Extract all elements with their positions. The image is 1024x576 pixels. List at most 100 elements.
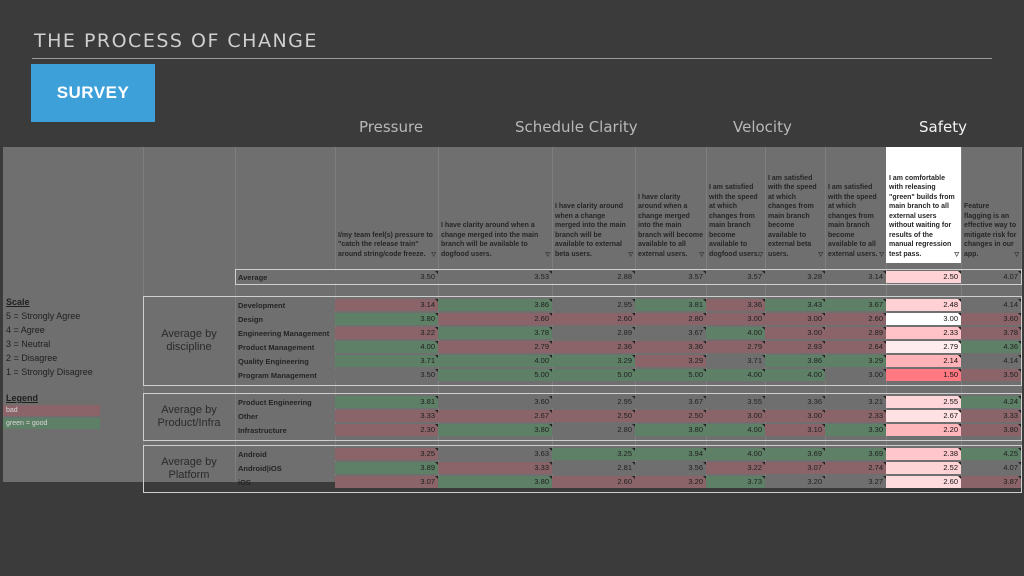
table-cell[interactable]: 3.67 bbox=[635, 396, 706, 408]
table-cell[interactable]: 3.28 bbox=[765, 271, 825, 283]
survey-button[interactable]: SURVEY bbox=[31, 64, 155, 122]
table-cell[interactable]: 4.00 bbox=[438, 355, 552, 367]
filter-icon[interactable]: ▽ bbox=[628, 251, 633, 258]
table-cell[interactable]: 4.00 bbox=[706, 448, 765, 460]
table-cell[interactable]: 1.50 bbox=[886, 369, 961, 381]
table-cell[interactable]: 3.80 bbox=[961, 424, 1021, 436]
table-cell[interactable]: 2.20 bbox=[886, 424, 961, 436]
table-cell[interactable]: 4.24 bbox=[961, 396, 1021, 408]
table-cell[interactable]: 2.88 bbox=[552, 271, 635, 283]
table-cell[interactable]: 2.79 bbox=[438, 341, 552, 353]
table-cell[interactable]: 3.29 bbox=[825, 355, 886, 367]
table-cell[interactable]: 3.22 bbox=[335, 327, 438, 339]
table-cell[interactable]: 3.00 bbox=[706, 410, 765, 422]
table-cell[interactable]: 3.29 bbox=[635, 355, 706, 367]
table-cell[interactable]: 3.50 bbox=[335, 369, 438, 381]
table-cell[interactable]: 3.73 bbox=[706, 476, 765, 488]
table-cell[interactable]: 3.57 bbox=[706, 271, 765, 283]
table-cell[interactable]: 3.14 bbox=[335, 299, 438, 311]
table-cell[interactable]: 3.69 bbox=[765, 448, 825, 460]
table-cell[interactable]: 3.21 bbox=[825, 396, 886, 408]
table-cell[interactable]: 2.89 bbox=[825, 327, 886, 339]
table-cell[interactable]: 3.36 bbox=[765, 396, 825, 408]
table-cell[interactable]: 3.67 bbox=[825, 299, 886, 311]
table-cell[interactable]: 2.36 bbox=[552, 341, 635, 353]
table-cell[interactable]: 2.50 bbox=[552, 410, 635, 422]
table-cell[interactable]: 2.95 bbox=[552, 299, 635, 311]
table-cell[interactable]: 3.55 bbox=[706, 396, 765, 408]
table-cell[interactable]: 2.30 bbox=[335, 424, 438, 436]
table-cell[interactable]: 3.69 bbox=[825, 448, 886, 460]
table-cell[interactable]: 3.10 bbox=[765, 424, 825, 436]
table-cell[interactable]: 3.07 bbox=[765, 462, 825, 474]
filter-icon[interactable]: ▽ bbox=[758, 251, 763, 258]
table-cell[interactable]: 3.36 bbox=[635, 341, 706, 353]
table-cell[interactable]: 3.56 bbox=[635, 462, 706, 474]
table-cell[interactable]: 3.33 bbox=[961, 410, 1021, 422]
table-cell[interactable]: 2.74 bbox=[825, 462, 886, 474]
table-cell[interactable]: 3.50 bbox=[961, 369, 1021, 381]
table-cell[interactable]: 3.43 bbox=[765, 299, 825, 311]
table-cell[interactable]: 3.67 bbox=[635, 327, 706, 339]
table-cell[interactable]: 3.60 bbox=[438, 396, 552, 408]
table-cell[interactable]: 3.80 bbox=[335, 313, 438, 325]
table-cell[interactable]: 3.87 bbox=[961, 476, 1021, 488]
table-cell[interactable]: 3.07 bbox=[335, 476, 438, 488]
table-cell[interactable]: 3.86 bbox=[438, 299, 552, 311]
table-cell[interactable]: 2.38 bbox=[886, 448, 961, 460]
table-cell[interactable]: 3.86 bbox=[765, 355, 825, 367]
filter-icon[interactable]: ▽ bbox=[818, 251, 823, 258]
table-cell[interactable]: 4.00 bbox=[335, 341, 438, 353]
table-cell[interactable]: 2.80 bbox=[635, 313, 706, 325]
table-cell[interactable]: 2.81 bbox=[552, 462, 635, 474]
table-cell[interactable]: 2.79 bbox=[886, 341, 961, 353]
table-cell[interactable]: 2.33 bbox=[886, 327, 961, 339]
table-cell[interactable]: 3.33 bbox=[438, 462, 552, 474]
table-cell[interactable]: 3.60 bbox=[961, 313, 1021, 325]
table-cell[interactable]: 3.25 bbox=[552, 448, 635, 460]
table-cell[interactable]: 3.30 bbox=[825, 424, 886, 436]
table-cell[interactable]: 4.36 bbox=[961, 341, 1021, 353]
table-cell[interactable]: 2.33 bbox=[825, 410, 886, 422]
table-cell[interactable]: 3.00 bbox=[886, 313, 961, 325]
table-cell[interactable]: 4.00 bbox=[765, 369, 825, 381]
table-cell[interactable]: 3.78 bbox=[438, 327, 552, 339]
table-cell[interactable]: 3.81 bbox=[335, 396, 438, 408]
table-cell[interactable]: 2.52 bbox=[886, 462, 961, 474]
table-cell[interactable]: 3.80 bbox=[438, 476, 552, 488]
filter-icon[interactable]: ▽ bbox=[879, 251, 884, 258]
table-cell[interactable]: 4.07 bbox=[961, 462, 1021, 474]
table-cell[interactable]: 2.80 bbox=[552, 424, 635, 436]
table-cell[interactable]: 3.36 bbox=[706, 299, 765, 311]
table-cell[interactable]: 3.00 bbox=[706, 313, 765, 325]
table-cell[interactable]: 2.79 bbox=[706, 341, 765, 353]
table-cell[interactable]: 4.14 bbox=[961, 355, 1021, 367]
table-cell[interactable]: 3.14 bbox=[825, 271, 886, 283]
table-cell[interactable]: 3.00 bbox=[765, 313, 825, 325]
table-cell[interactable]: 3.89 bbox=[335, 462, 438, 474]
table-cell[interactable]: 3.53 bbox=[438, 271, 552, 283]
filter-icon[interactable]: ▽ bbox=[1014, 251, 1019, 258]
table-cell[interactable]: 2.67 bbox=[886, 410, 961, 422]
filter-icon[interactable]: ▽ bbox=[954, 251, 959, 258]
table-cell[interactable]: 5.00 bbox=[438, 369, 552, 381]
table-cell[interactable]: 3.29 bbox=[552, 355, 635, 367]
table-cell[interactable]: 3.71 bbox=[335, 355, 438, 367]
table-cell[interactable]: 2.50 bbox=[886, 271, 961, 283]
table-cell[interactable]: 2.60 bbox=[438, 313, 552, 325]
table-cell[interactable]: 4.00 bbox=[706, 424, 765, 436]
table-cell[interactable]: 4.07 bbox=[961, 271, 1021, 283]
table-cell[interactable]: 2.60 bbox=[825, 313, 886, 325]
table-cell[interactable]: 4.00 bbox=[706, 327, 765, 339]
table-cell[interactable]: 3.00 bbox=[825, 369, 886, 381]
filter-icon[interactable]: ▽ bbox=[699, 251, 704, 258]
table-cell[interactable]: 3.81 bbox=[635, 299, 706, 311]
filter-icon[interactable]: ▽ bbox=[545, 251, 550, 258]
table-cell[interactable]: 5.00 bbox=[635, 369, 706, 381]
filter-icon[interactable]: ▽ bbox=[431, 251, 436, 258]
table-cell[interactable]: 3.57 bbox=[635, 271, 706, 283]
table-cell[interactable]: 3.71 bbox=[706, 355, 765, 367]
table-cell[interactable]: 2.95 bbox=[552, 396, 635, 408]
table-cell[interactable]: 2.60 bbox=[886, 476, 961, 488]
table-cell[interactable]: 4.25 bbox=[961, 448, 1021, 460]
